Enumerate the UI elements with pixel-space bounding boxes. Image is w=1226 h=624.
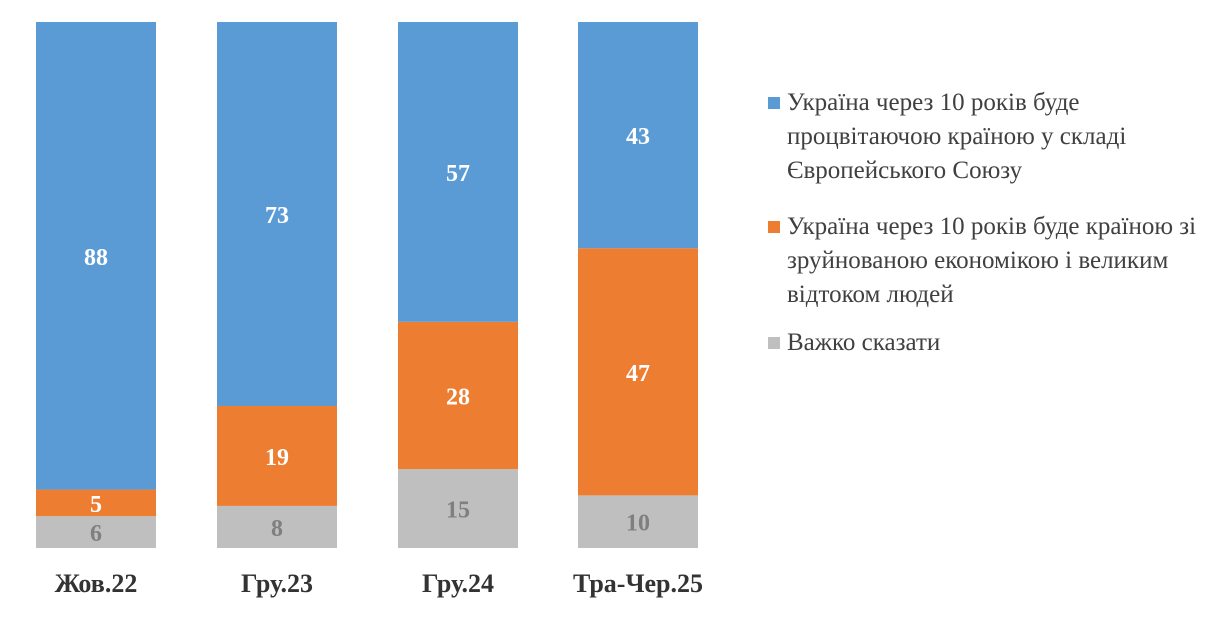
- bar-segment-s1-c2: [398, 321, 518, 470]
- legend-item-0: Україна через 10 років буде процвітаючою…: [768, 86, 1208, 188]
- legend-item-2: Важко сказати: [768, 326, 1208, 360]
- data-label-s0-c3: 10: [626, 511, 650, 537]
- legend-label-0: Україна через 10 років буде процвітаючою…: [787, 89, 1127, 184]
- legend-swatch-2: [768, 337, 780, 349]
- data-label-s2-c0: 88: [84, 245, 108, 271]
- bar-segment-s2-c3: [578, 22, 698, 249]
- data-label-s2-c1: 73: [265, 203, 289, 229]
- data-label-s2-c2: 57: [446, 161, 470, 187]
- data-label-s2-c3: 43: [626, 124, 650, 150]
- category-label-3: Тра-Чер.25: [573, 569, 703, 598]
- bar-segment-s0-c1: [217, 505, 337, 548]
- bars-layer: [36, 22, 698, 548]
- legend-label-1: Україна через 10 років буде країною зі з…: [787, 213, 1197, 308]
- bar-segment-s0-c0: [36, 516, 156, 548]
- category-label-1: Гру.23: [241, 569, 313, 598]
- data-label-s0-c0: 6: [90, 521, 102, 547]
- category-label-2: Гру.24: [422, 569, 494, 598]
- legend-label-2: Важко сказати: [787, 329, 941, 356]
- bar-segment-s2-c1: [217, 22, 337, 406]
- data-label-s1-c3: 47: [626, 361, 650, 387]
- data-label-s0-c1: 8: [271, 516, 283, 542]
- legend-swatch-1: [768, 221, 780, 233]
- legend-swatch-0: [768, 97, 780, 109]
- bar-segment-s1-c3: [578, 248, 698, 496]
- category-label-0: Жов.22: [55, 569, 138, 598]
- data-label-s1-c0: 5: [90, 492, 102, 518]
- bar-segment-s2-c0: [36, 22, 156, 490]
- data-label-s1-c2: 28: [446, 384, 470, 410]
- bar-segment-s1-c1: [217, 405, 337, 506]
- data-label-s1-c1: 19: [265, 445, 289, 471]
- category-labels-layer: Жов.22 Гру.23 Гру.24 Тра-Чер.25: [55, 569, 703, 598]
- bar-segment-s0-c3: [578, 495, 698, 548]
- legend: Україна через 10 років буде процвітаючою…: [768, 86, 1208, 374]
- bar-segment-s0-c2: [398, 469, 518, 548]
- bar-segment-s2-c2: [398, 22, 518, 322]
- data-label-s0-c2: 15: [446, 498, 470, 524]
- legend-item-1: Україна через 10 років буде країною зі з…: [768, 210, 1208, 312]
- bar-segment-s1-c0: [36, 489, 156, 517]
